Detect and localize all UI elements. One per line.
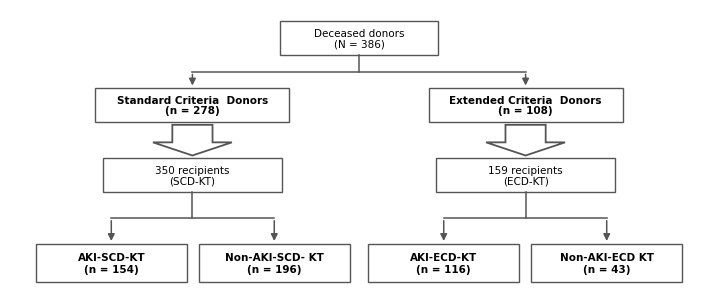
Polygon shape — [486, 125, 565, 155]
Text: (n = 196): (n = 196) — [247, 265, 302, 275]
Text: (n = 108): (n = 108) — [498, 106, 553, 116]
Text: (n = 43): (n = 43) — [583, 265, 630, 275]
FancyBboxPatch shape — [531, 244, 682, 282]
Text: (n = 116): (n = 116) — [416, 265, 471, 275]
Text: (N = 386): (N = 386) — [334, 39, 384, 49]
Text: 159 recipients: 159 recipients — [488, 166, 563, 176]
Text: (n = 278): (n = 278) — [165, 106, 220, 116]
Text: Non-AKI-SCD- KT: Non-AKI-SCD- KT — [225, 253, 324, 263]
FancyBboxPatch shape — [103, 158, 282, 192]
FancyBboxPatch shape — [436, 158, 615, 192]
Text: Standard Criteria  Donors: Standard Criteria Donors — [117, 96, 268, 106]
Text: Deceased donors: Deceased donors — [314, 29, 404, 39]
FancyBboxPatch shape — [199, 244, 350, 282]
Text: AKI-SCD-KT: AKI-SCD-KT — [78, 253, 145, 263]
Text: Extended Criteria  Donors: Extended Criteria Donors — [449, 96, 602, 106]
Text: (n = 154): (n = 154) — [84, 265, 139, 275]
Text: (ECD-KT): (ECD-KT) — [503, 176, 549, 186]
FancyBboxPatch shape — [429, 88, 623, 122]
FancyBboxPatch shape — [95, 88, 289, 122]
Text: Non-AKI-ECD KT: Non-AKI-ECD KT — [560, 253, 653, 263]
Text: AKI-ECD-KT: AKI-ECD-KT — [410, 253, 477, 263]
FancyBboxPatch shape — [368, 244, 519, 282]
Polygon shape — [153, 125, 232, 155]
Text: 350 recipients: 350 recipients — [155, 166, 230, 176]
Text: (SCD-KT): (SCD-KT) — [169, 176, 215, 186]
FancyBboxPatch shape — [280, 21, 438, 55]
FancyBboxPatch shape — [36, 244, 187, 282]
